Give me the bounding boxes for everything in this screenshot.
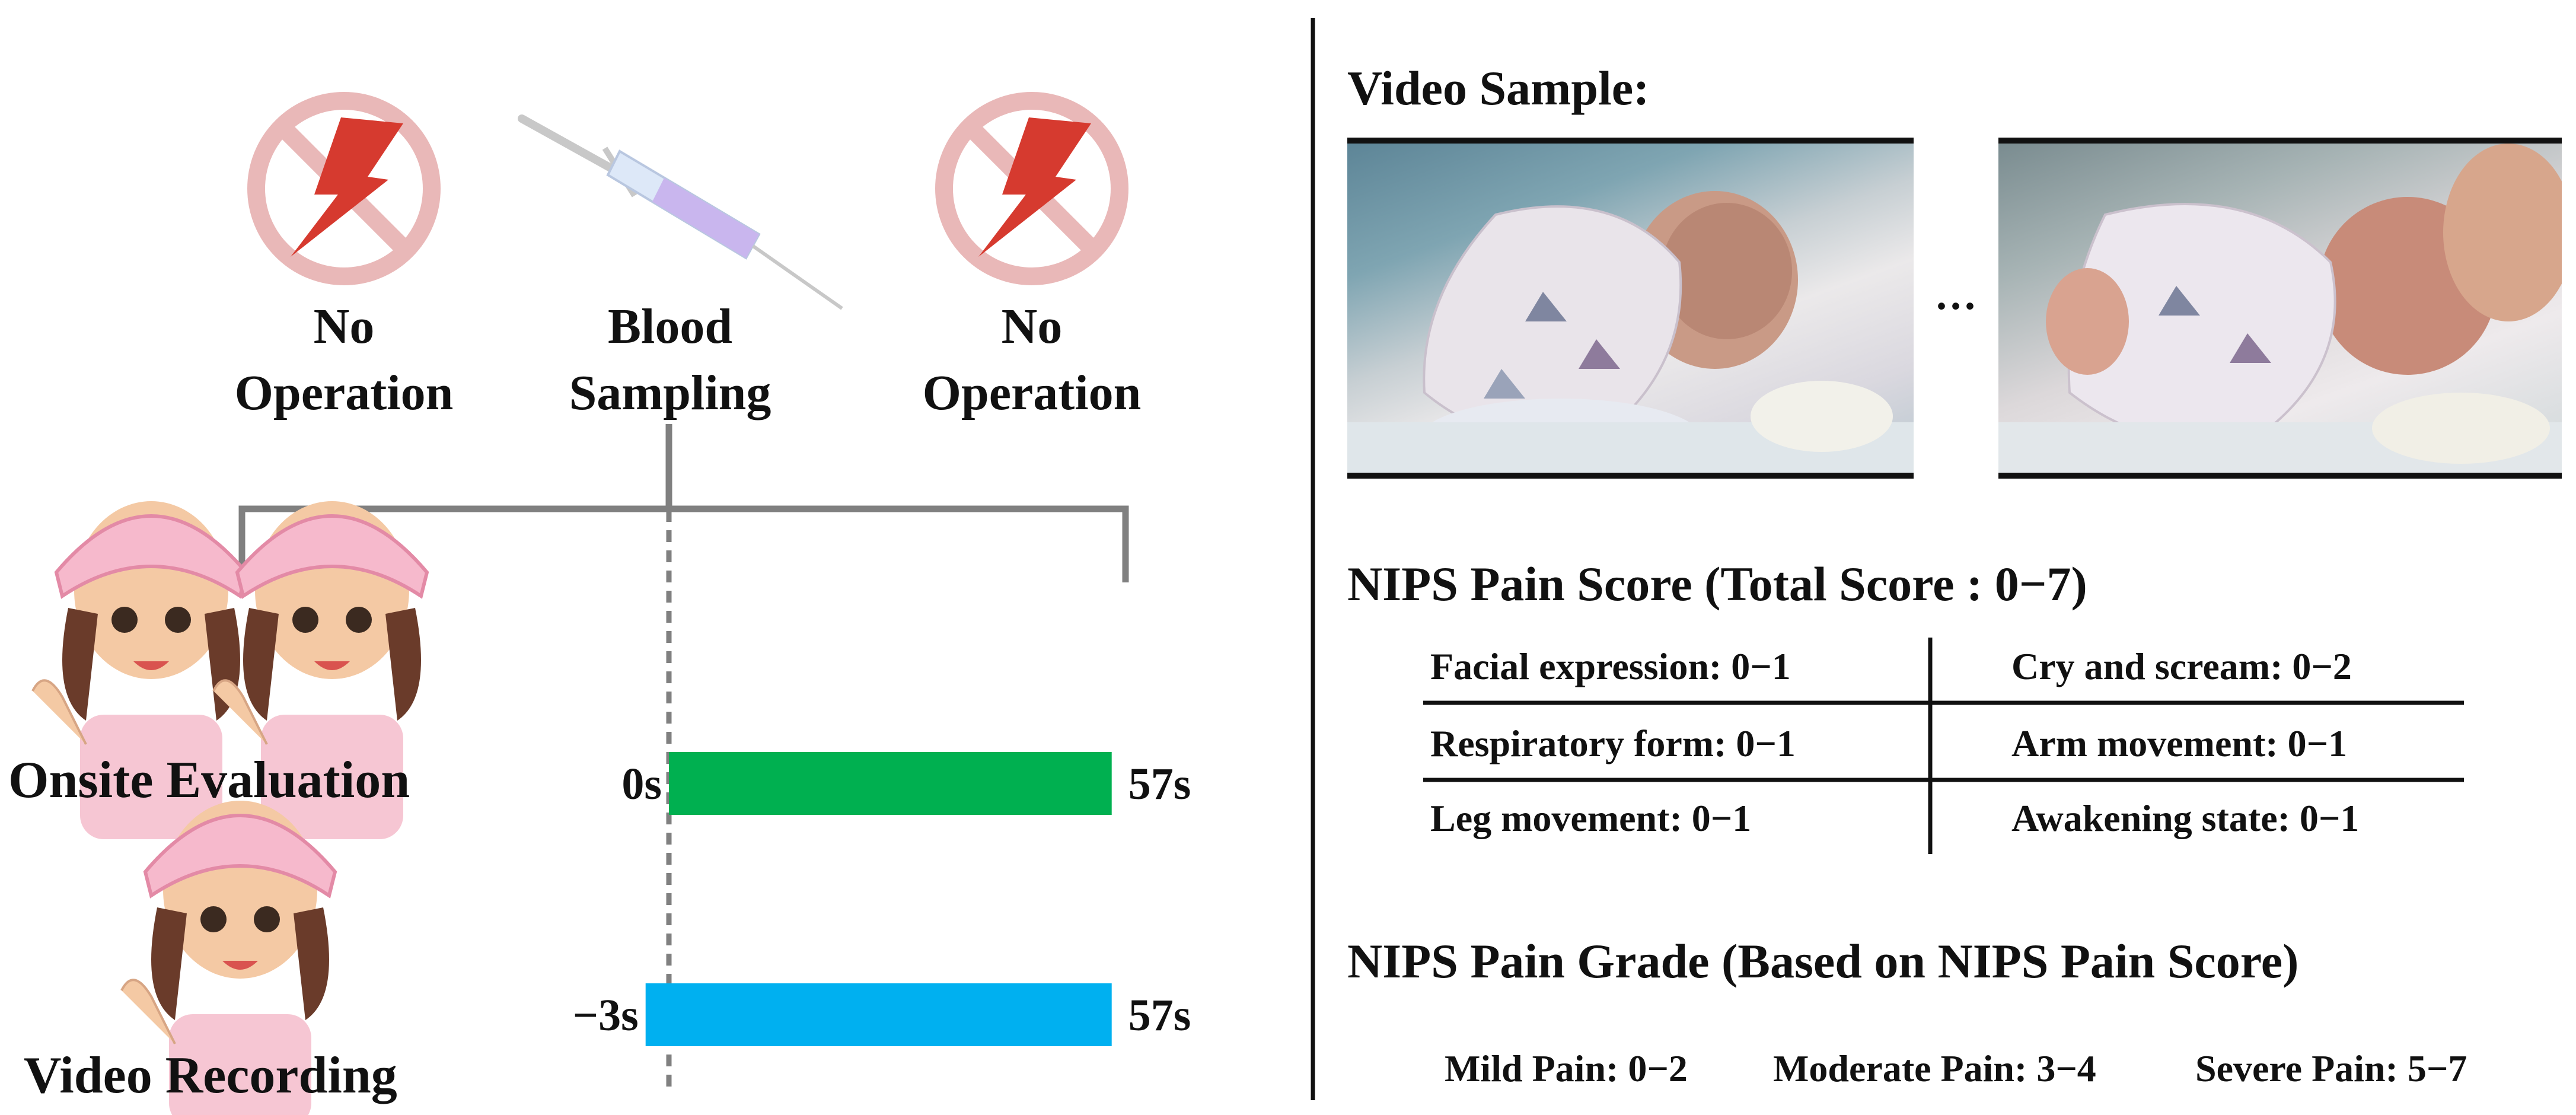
- bar-end-label: 57s: [1128, 759, 1191, 809]
- phase-label-no-operation-2: No Operation: [922, 299, 1142, 420]
- bar-end-label: 57s: [1128, 990, 1191, 1040]
- phase-label-no-operation-1: No Operation: [234, 299, 454, 420]
- score-item: Awakening state: 0−1: [2011, 797, 2360, 839]
- video-frame-1: [1347, 138, 1914, 479]
- grade-title: NIPS Pain Grade (Based on NIPS Pain Scor…: [1347, 934, 2299, 988]
- score-item: Arm movement: 0−1: [2011, 722, 2348, 764]
- nurse-avatar-icon: [212, 501, 429, 839]
- no-operation-icon: [247, 92, 441, 285]
- row-label-video-recording: Video Recording: [24, 1047, 397, 1104]
- no-operation-icon: [935, 92, 1128, 285]
- phase-label-blood-sampling: Blood Sampling: [569, 299, 771, 420]
- timeline-bars: [645, 752, 1112, 1046]
- timeline-bar: [669, 752, 1112, 815]
- score-item: Cry and scream: 0−2: [2011, 645, 2352, 687]
- bar-start-label: −3s: [572, 990, 639, 1040]
- grade-moderate: Moderate Pain: 3−4: [1773, 1047, 2096, 1089]
- bar-start-label: 0s: [621, 759, 662, 809]
- timeline-bar: [645, 983, 1112, 1046]
- syringe-icon: [518, 114, 843, 310]
- score-title: NIPS Pain Score (Total Score : 0−7): [1347, 557, 2087, 611]
- grade-severe: Severe Pain: 5−7: [2195, 1047, 2467, 1089]
- score-item: Respiratory form: 0−1: [1430, 722, 1796, 764]
- video-sample-title: Video Sample:: [1347, 61, 1650, 115]
- row-label-onsite-evaluation: Onsite Evaluation: [8, 751, 410, 809]
- grade-mild: Mild Pain: 0−2: [1445, 1047, 1688, 1089]
- video-frame-2: [1998, 138, 2562, 479]
- period-bracket: [238, 424, 1129, 582]
- frames-ellipsis: ···: [1934, 282, 1978, 330]
- score-table-lines: [1423, 638, 2464, 854]
- score-item: Leg movement: 0−1: [1430, 797, 1752, 839]
- nurse-avatar-icon: [120, 801, 337, 1115]
- score-item: Facial expression: 0−1: [1430, 645, 1791, 687]
